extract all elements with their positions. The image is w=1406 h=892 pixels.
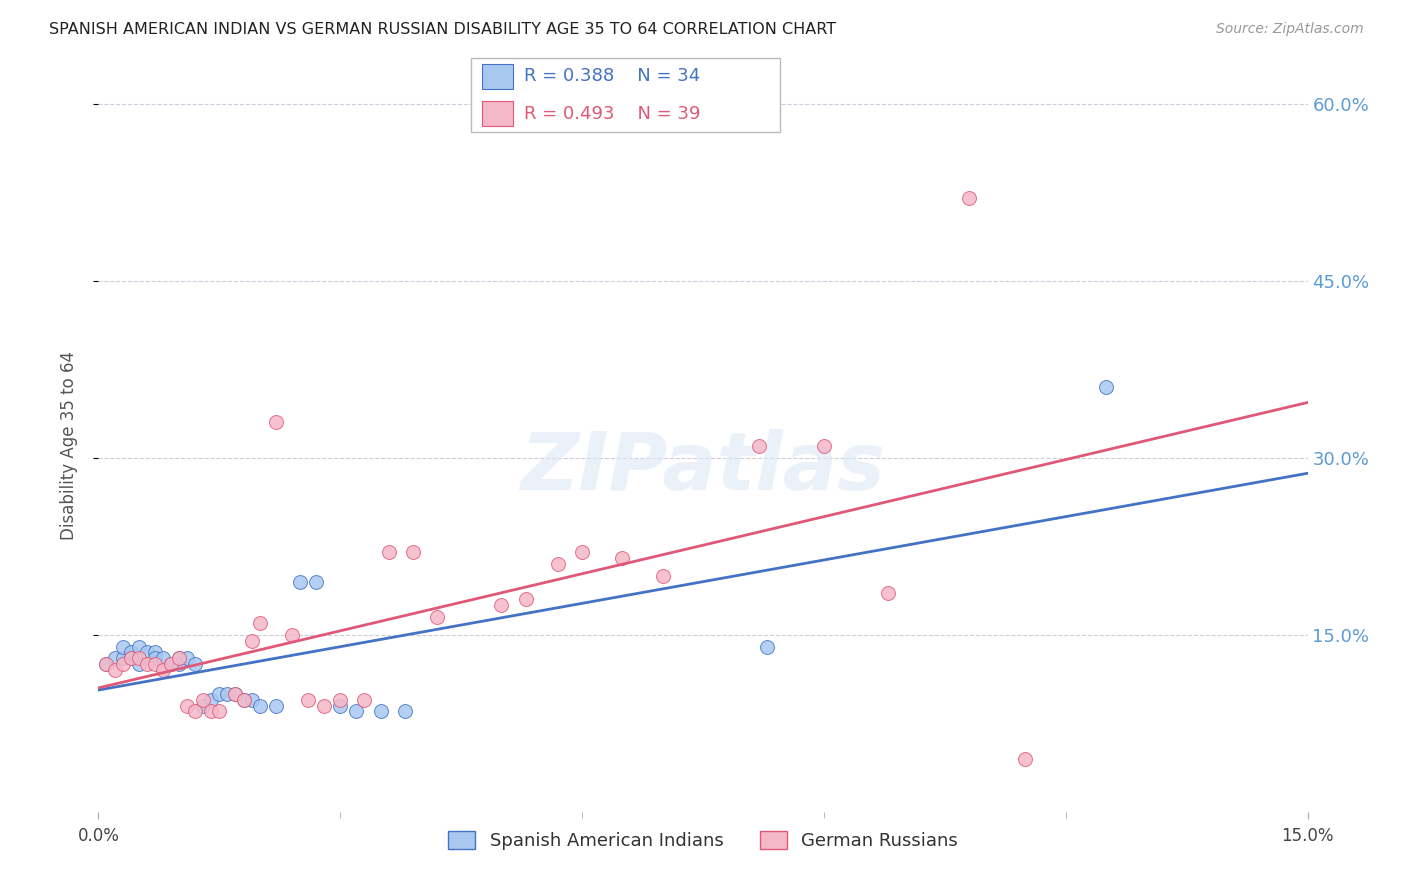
Point — [208, 687, 231, 701]
Point — [297, 692, 319, 706]
Point — [491, 599, 513, 613]
Point — [249, 698, 271, 713]
Point — [143, 651, 166, 665]
Point — [224, 687, 246, 701]
Point — [111, 651, 134, 665]
Text: ZIPatlas: ZIPatlas — [520, 429, 886, 507]
Point — [160, 657, 183, 672]
Point — [96, 657, 118, 672]
Point — [370, 705, 392, 719]
Point — [111, 657, 134, 672]
Point — [394, 705, 416, 719]
Legend: Spanish American Indians, German Russians: Spanish American Indians, German Russian… — [441, 823, 965, 857]
Point — [200, 705, 222, 719]
Point — [756, 640, 779, 654]
Text: R = 0.388    N = 34: R = 0.388 N = 34 — [524, 68, 700, 86]
Point — [748, 439, 770, 453]
Point — [152, 651, 174, 665]
Point — [176, 698, 198, 713]
Point — [571, 545, 593, 559]
Point — [193, 692, 215, 706]
Point — [232, 692, 254, 706]
Point — [353, 692, 375, 706]
Point — [135, 645, 157, 659]
Point — [184, 705, 207, 719]
Point — [651, 568, 673, 582]
Text: R = 0.493    N = 39: R = 0.493 N = 39 — [524, 104, 702, 122]
Point — [240, 633, 263, 648]
Point — [103, 651, 125, 665]
Point — [143, 645, 166, 659]
Point — [167, 657, 190, 672]
Point — [813, 439, 835, 453]
Point — [515, 592, 537, 607]
Point — [184, 657, 207, 672]
Y-axis label: Disability Age 35 to 64: Disability Age 35 to 64 — [59, 351, 77, 541]
Point — [264, 416, 287, 430]
Point — [957, 191, 980, 205]
Point — [143, 657, 166, 672]
Point — [305, 574, 328, 589]
Point — [152, 663, 174, 677]
Point — [128, 640, 150, 654]
Point — [167, 651, 190, 665]
Point — [167, 651, 190, 665]
Point — [176, 651, 198, 665]
Point — [377, 545, 399, 559]
Point — [200, 692, 222, 706]
Point — [232, 692, 254, 706]
Point — [314, 698, 336, 713]
Point — [426, 610, 449, 624]
Point — [120, 651, 142, 665]
Text: SPANISH AMERICAN INDIAN VS GERMAN RUSSIAN DISABILITY AGE 35 TO 64 CORRELATION CH: SPANISH AMERICAN INDIAN VS GERMAN RUSSIA… — [49, 22, 837, 37]
Point — [1014, 751, 1036, 765]
Point — [877, 586, 900, 600]
Text: Source: ZipAtlas.com: Source: ZipAtlas.com — [1216, 22, 1364, 37]
Point — [612, 551, 634, 566]
Point — [329, 698, 352, 713]
Point — [402, 545, 425, 559]
Point — [103, 663, 125, 677]
Point — [240, 692, 263, 706]
Point — [329, 692, 352, 706]
Point — [128, 657, 150, 672]
Point — [217, 687, 239, 701]
Point — [193, 698, 215, 713]
Point — [111, 640, 134, 654]
Point — [288, 574, 311, 589]
Point — [96, 657, 118, 672]
Point — [344, 705, 367, 719]
Point — [224, 687, 246, 701]
Point — [120, 651, 142, 665]
Point — [1095, 380, 1118, 394]
Point — [128, 651, 150, 665]
Point — [264, 698, 287, 713]
Point — [547, 557, 569, 571]
Point — [135, 657, 157, 672]
Point — [160, 657, 183, 672]
Point — [249, 615, 271, 630]
Point — [120, 645, 142, 659]
Point — [208, 705, 231, 719]
Point — [281, 628, 304, 642]
